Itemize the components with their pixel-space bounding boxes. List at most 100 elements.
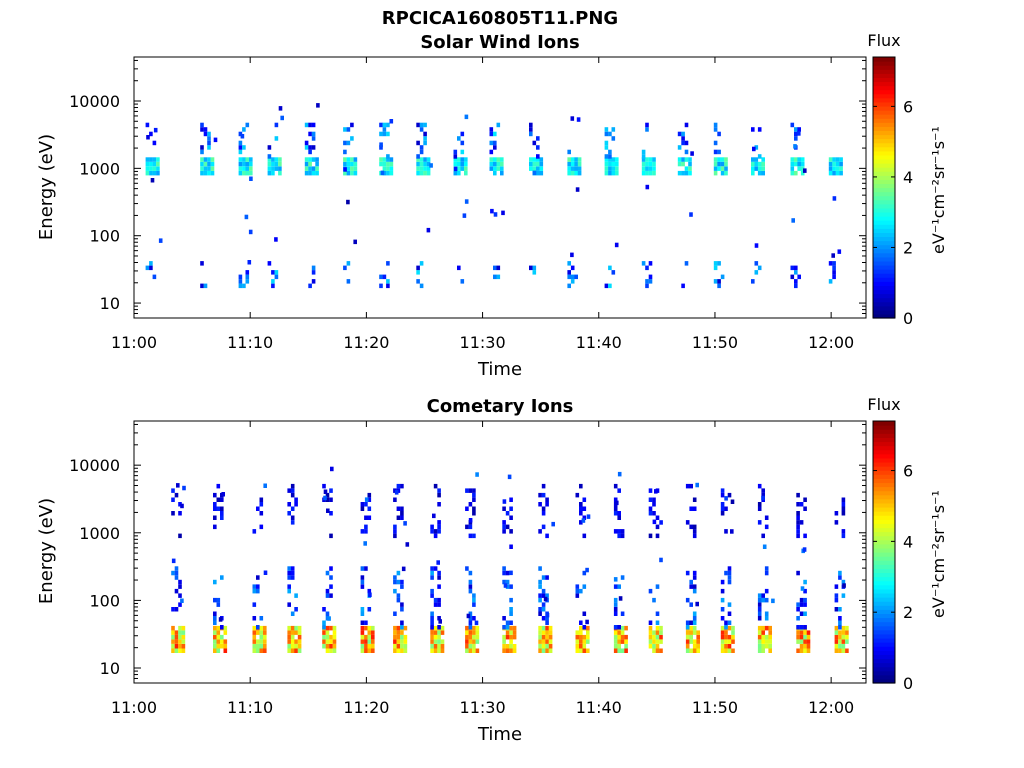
heatmap-cell	[433, 625, 438, 631]
heatmap-cell	[608, 166, 612, 171]
heatmap-cell	[453, 170, 458, 176]
heatmap-cell	[509, 607, 513, 612]
heatmap-cell	[171, 488, 175, 493]
heatmap-cell	[838, 607, 842, 612]
heatmap-cell	[604, 166, 609, 171]
heatmap-cell	[393, 529, 397, 534]
colorbar-step	[873, 519, 895, 524]
heatmap-cell	[796, 625, 800, 630]
heatmap-cell	[541, 593, 546, 598]
heatmap-cell	[689, 524, 693, 530]
heatmap-cell	[210, 166, 215, 171]
heatmap-cell	[761, 597, 765, 603]
heatmap-cell	[567, 261, 571, 266]
heatmap-cell	[176, 483, 180, 488]
x-ticks: 11:00 11:10 11:20 11:30 11:40 11:50 12:00	[111, 421, 854, 717]
heatmap-cell	[604, 161, 609, 167]
heatmap-cell	[468, 579, 473, 585]
heatmap-cell	[297, 644, 302, 649]
heatmap-cell	[648, 588, 653, 594]
heatmap-cell	[472, 597, 476, 603]
heatmap-cell	[828, 261, 833, 266]
y-axis-label: Energy (eV)	[36, 134, 57, 240]
heatmap-cell	[648, 274, 653, 280]
heatmap-cell	[238, 149, 243, 155]
heatmap-cell	[290, 566, 295, 571]
heatmap-cell	[835, 157, 840, 162]
heatmap-cell	[207, 131, 211, 137]
heatmap-cell	[423, 161, 427, 167]
heatmap-cell	[152, 161, 157, 167]
heatmap-cell	[689, 639, 693, 644]
heatmap-cell	[353, 166, 358, 171]
heatmap-cell	[717, 261, 721, 266]
heatmap-cell	[247, 260, 252, 265]
heatmap-cell	[713, 161, 718, 167]
heatmap-cell	[720, 166, 725, 171]
heatmap-cell	[360, 584, 365, 589]
heatmap-cell	[570, 274, 575, 280]
heatmap-cell	[720, 502, 725, 507]
heatmap-cell	[624, 625, 628, 631]
heatmap-cell	[389, 166, 394, 171]
heatmap-cell	[832, 157, 836, 162]
heatmap-cell	[274, 161, 279, 167]
heatmap-cell	[242, 166, 246, 171]
heatmap-cell	[382, 161, 387, 167]
heatmap-cell	[290, 483, 295, 489]
heatmap-cell	[727, 648, 732, 653]
heatmap-cell	[400, 584, 404, 589]
colorbar-step	[873, 110, 895, 115]
colorbar-step	[873, 601, 895, 606]
heatmap-cell	[502, 648, 506, 653]
heatmap-cell	[259, 524, 264, 530]
heatmap-cell	[648, 634, 653, 640]
heatmap-cell	[648, 644, 653, 649]
heatmap-cell	[579, 520, 583, 525]
heatmap-cell	[263, 483, 267, 488]
heatmap-cell	[835, 170, 840, 176]
heatmap-cell	[764, 639, 769, 644]
heatmap-cell	[271, 270, 275, 275]
heatmap-cell	[252, 602, 257, 607]
heatmap-cell	[419, 122, 424, 128]
heatmap-cell	[178, 644, 182, 649]
heatmap-cell	[794, 170, 798, 176]
heatmap-cell	[652, 157, 656, 162]
heatmap-cell	[541, 588, 546, 594]
heatmap-cell	[751, 157, 755, 162]
heatmap-cell	[692, 506, 697, 511]
heatmap-cell	[615, 157, 619, 162]
heatmap-cell	[220, 634, 224, 640]
heatmap-cell	[845, 634, 849, 640]
heatmap-cell	[238, 145, 243, 150]
heatmap-cell	[841, 644, 846, 649]
heatmap-cell	[343, 170, 347, 176]
heatmap-cell	[437, 634, 441, 640]
heatmap-cell	[238, 170, 243, 176]
heatmap-cell	[238, 161, 243, 167]
heatmap-cell	[505, 630, 510, 635]
heatmap-cell	[641, 161, 646, 167]
heatmap-cell	[841, 497, 846, 502]
heatmap-cell	[620, 648, 625, 653]
heatmap-cell	[832, 170, 836, 176]
heatmap-cell	[248, 229, 253, 235]
heatmap-cell	[315, 161, 319, 167]
heatmap-cell	[178, 579, 182, 585]
heatmap-cell	[841, 593, 846, 598]
heatmap-cell	[539, 170, 544, 176]
heatmap-cell	[505, 584, 510, 589]
colorbar-step	[873, 633, 895, 639]
heatmap-cell	[238, 157, 243, 162]
heatmap-cell	[655, 625, 660, 631]
heatmap-cell	[393, 575, 397, 580]
heatmap-cell	[386, 283, 390, 289]
heatmap-cell	[512, 648, 517, 653]
heatmap-cell	[393, 524, 397, 530]
heatmap-cell	[419, 283, 424, 289]
heatmap-cell	[386, 161, 390, 167]
heatmap-cell	[386, 122, 390, 128]
heatmap-cell	[213, 630, 217, 635]
heatmap-cell	[213, 620, 217, 625]
